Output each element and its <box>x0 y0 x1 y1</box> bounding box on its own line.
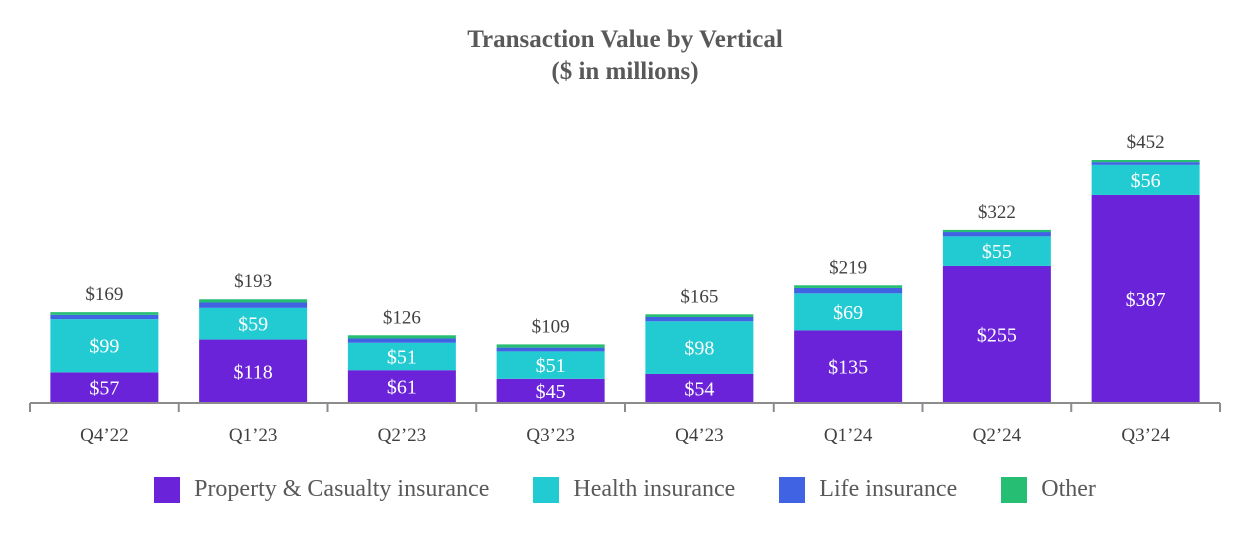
segment-label-1-5: $54 <box>684 378 714 400</box>
x-tick-label-7: Q2’24 <box>973 425 1022 446</box>
bar-segment-3-4 <box>496 347 605 352</box>
legend-item-1: Property & Casualty insurance <box>154 476 489 503</box>
legend-item-2: Health insurance <box>533 476 735 503</box>
legend-swatch-2 <box>533 476 560 503</box>
segment-label-1-3: $61 <box>387 377 417 399</box>
bar-segment-2-4 <box>496 351 605 379</box>
bar-segment-1-3 <box>347 370 456 403</box>
bar-segment-4-4 <box>496 344 605 348</box>
segment-label-1-7: $255 <box>977 324 1017 346</box>
x-axis: Q4’22 Q1’23 Q2’23 Q3’23 Q4’23 Q1’24 Q2’24 Q3’24 <box>29 402 1221 446</box>
bar-segment-3-7 <box>942 232 1051 237</box>
segment-label-2-8: $56 <box>1131 170 1161 192</box>
legend-label-4: Other <box>1041 476 1096 502</box>
x-tick-label-3: Q2’23 <box>378 425 427 446</box>
bar-segment-3-2 <box>199 302 308 308</box>
x-tick-label-1: Q4’22 <box>80 425 129 446</box>
bar-segment-4-2 <box>199 299 308 303</box>
bar-segment-4-3 <box>347 335 456 339</box>
legend-label-1: Property & Casualty insurance <box>194 476 490 502</box>
segment-label-1-4: $45 <box>536 381 566 403</box>
bar-segment-1-8 <box>1091 194 1200 403</box>
bar-segment-3-8 <box>1091 162 1200 165</box>
chart-title: Transaction Value by Vertical ($ in mill… <box>0 24 1250 88</box>
legend-swatch-3 <box>779 476 806 503</box>
bars-layer <box>50 160 1200 403</box>
legend-label-2: Health insurance <box>573 476 736 502</box>
total-label-8: $452 <box>1127 132 1165 153</box>
segment-label-1-2: $118 <box>233 361 272 383</box>
segment-label-2-5: $98 <box>684 338 714 360</box>
total-label-7: $322 <box>978 202 1016 223</box>
total-label-5: $165 <box>680 286 718 307</box>
legend-label-3: Life insurance <box>819 476 958 502</box>
bar-segment-2-5 <box>645 321 754 374</box>
segment-label-2-7: $55 <box>982 241 1012 263</box>
legend-swatch-4 <box>1001 476 1028 503</box>
legend-item-4: Other <box>1001 476 1096 503</box>
bar-segment-4-8 <box>1091 160 1200 163</box>
segment-label-1-8: $387 <box>1126 289 1166 311</box>
x-tick-label-2: Q1’23 <box>229 425 278 446</box>
chart-title-main: Transaction Value by Vertical <box>467 26 783 53</box>
total-labels-layer: $169 $193 $126 $109 $165 $219 $322 $452 <box>85 132 1164 337</box>
segment-label-1-1: $57 <box>89 378 119 400</box>
segment-label-2-4: $51 <box>536 355 566 377</box>
bar-segment-4-6 <box>794 285 903 288</box>
bar-segment-4-5 <box>645 314 754 317</box>
bar-segment-1-1 <box>50 372 159 403</box>
total-label-4: $109 <box>532 316 570 337</box>
segment-label-2-1: $99 <box>89 336 119 358</box>
bar-segment-3-5 <box>645 316 754 322</box>
bar-segment-2-8 <box>1091 164 1200 195</box>
bar-segment-2-1 <box>50 319 159 373</box>
bar-segment-4-1 <box>50 312 159 315</box>
segment-label-1-6: $135 <box>828 357 868 379</box>
total-label-6: $219 <box>829 257 867 278</box>
bar-segment-2-2 <box>199 307 308 340</box>
bar-segment-2-6 <box>794 293 903 331</box>
chart-subtitle: ($ in millions) <box>551 58 699 85</box>
bar-segment-1-7 <box>942 265 1051 403</box>
segment-label-2-2: $59 <box>238 314 268 336</box>
segment-labels-layer: $57 $99 $118 $59 $61 $51 $45 $51 $54 $98 $135 $69 $2… <box>89 170 1165 403</box>
x-tick-label-4: Q3’23 <box>526 425 575 446</box>
bar-segment-3-1 <box>50 314 159 320</box>
total-label-1: $169 <box>85 284 123 305</box>
x-tick-label-6: Q1’24 <box>824 425 873 446</box>
bar-segment-3-3 <box>347 338 456 343</box>
bar-segment-1-5 <box>645 373 754 403</box>
total-label-3: $126 <box>383 307 421 328</box>
bar-segment-1-2 <box>199 339 308 403</box>
bar-segment-2-3 <box>347 342 456 371</box>
bar-segment-1-6 <box>794 330 903 403</box>
x-tick-label-5: Q4’23 <box>675 425 724 446</box>
total-label-2: $193 <box>234 271 272 292</box>
bar-segment-3-6 <box>794 287 903 294</box>
bar-segment-1-4 <box>496 378 605 403</box>
segment-label-2-6: $69 <box>833 302 863 324</box>
legend-swatch-1 <box>154 476 181 503</box>
bar-segment-2-7 <box>942 236 1051 266</box>
legend: Property & Casualty insurance Health insu… <box>0 476 1250 503</box>
legend-item-3: Life insurance <box>779 476 957 503</box>
x-tick-label-8: Q3’24 <box>1121 425 1170 446</box>
bar-segment-4-7 <box>942 229 1051 233</box>
segment-label-2-3: $51 <box>387 346 417 368</box>
